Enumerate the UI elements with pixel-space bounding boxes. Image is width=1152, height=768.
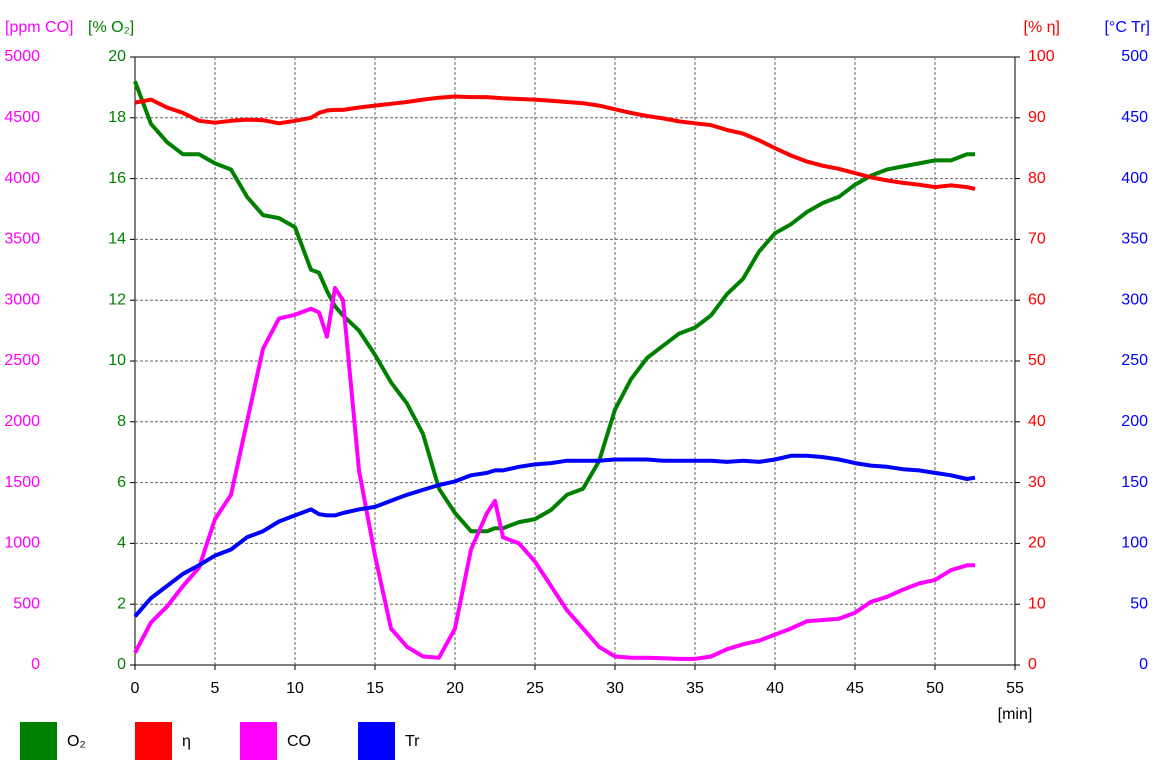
y-tick-label: 0 (117, 656, 126, 673)
axis-title: [% O₂] (88, 19, 134, 36)
y-tick-label: 40 (1028, 413, 1046, 430)
y-tick-label: 20 (108, 48, 126, 65)
series-line (134, 94, 976, 191)
x-tick-label: 50 (926, 680, 944, 697)
x-tick-label: 55 (1006, 680, 1024, 697)
series-line (133, 453, 976, 618)
y-tick-label: 70 (1028, 231, 1046, 248)
axis-title: [% η] (1024, 19, 1060, 36)
x-tick-label: 20 (446, 680, 464, 697)
y-tick-label: 3500 (4, 231, 40, 248)
legend-label: O₂ (67, 733, 86, 750)
x-axis-label: [min] (998, 706, 1033, 723)
series-line (133, 80, 975, 534)
y-tick-label: 12 (108, 291, 126, 308)
y-tick-label: 450 (1121, 109, 1148, 126)
y-tick-label: 0 (1028, 656, 1037, 673)
y-tick-label: 60 (1028, 291, 1046, 308)
axis-title: [°C Tr] (1104, 19, 1150, 36)
y-tick-label: 1000 (4, 535, 40, 552)
y-tick-label: 50 (1130, 595, 1148, 612)
y-tick-label: 350 (1121, 231, 1148, 248)
x-tick-label: 10 (286, 680, 304, 697)
y-tick-label: 8 (117, 413, 126, 430)
y-tick-label: 200 (1121, 413, 1148, 430)
y-tick-label: 10 (1028, 595, 1046, 612)
y-tick-label: 2500 (4, 352, 40, 369)
legend-swatch (358, 722, 395, 760)
x-tick-label: 30 (606, 680, 624, 697)
y-tick-label: 4500 (4, 109, 40, 126)
axis-title: [ppm CO] (5, 19, 73, 36)
y-tick-label: 90 (1028, 109, 1046, 126)
y-tick-label: 0 (31, 656, 40, 673)
legend-label: CO (287, 733, 311, 750)
y-tick-label: 4 (117, 535, 126, 552)
series-line (133, 286, 975, 661)
legend-swatch (240, 722, 277, 760)
y-tick-label: 3000 (4, 291, 40, 308)
y-tick-label: 2000 (4, 413, 40, 430)
y-tick-label: 400 (1121, 170, 1148, 187)
x-tick-label: 25 (526, 680, 544, 697)
y-tick-label: 500 (13, 595, 40, 612)
y-tick-label: 10 (108, 352, 126, 369)
y-tick-label: 20 (1028, 535, 1046, 552)
y-tick-label: 0 (1139, 656, 1148, 673)
x-tick-label: 35 (686, 680, 704, 697)
y-tick-label: 250 (1121, 352, 1148, 369)
y-tick-label: 16 (108, 170, 126, 187)
x-tick-label: 15 (366, 680, 384, 697)
x-tick-label: 40 (766, 680, 784, 697)
x-tick-label: 5 (211, 680, 220, 697)
y-tick-label: 100 (1121, 535, 1148, 552)
y-tick-label: 50 (1028, 352, 1046, 369)
y-tick-label: 2 (117, 595, 126, 612)
y-tick-label: 100 (1028, 48, 1055, 65)
y-tick-label: 4000 (4, 170, 40, 187)
y-tick-label: 80 (1028, 170, 1046, 187)
legend-label: Tr (405, 733, 420, 750)
y-tick-label: 30 (1028, 474, 1046, 491)
y-tick-label: 500 (1121, 48, 1148, 65)
y-tick-label: 6 (117, 474, 126, 491)
legend-label: η (182, 733, 191, 750)
y-tick-label: 5000 (4, 48, 40, 65)
x-tick-label: 45 (846, 680, 864, 697)
y-tick-label: 18 (108, 109, 126, 126)
y-tick-label: 300 (1121, 291, 1148, 308)
y-tick-label: 14 (108, 231, 126, 248)
legend-swatch (20, 722, 57, 760)
y-tick-label: 1500 (4, 474, 40, 491)
legend-swatch (135, 722, 172, 760)
y-tick-label: 150 (1121, 474, 1148, 491)
x-tick-label: 0 (131, 680, 140, 697)
